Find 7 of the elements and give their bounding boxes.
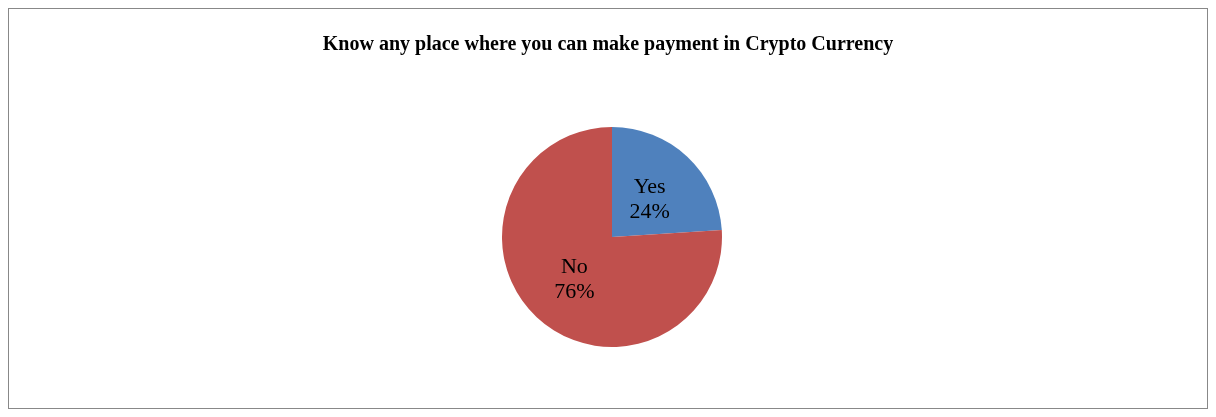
slice-label: No [560,252,588,278]
slice-label: Yes [633,172,666,198]
pie-slice [612,127,722,237]
chart-title: Know any place where you can make payment in Crypto Currency [322,32,894,55]
data-label: 76% [554,277,595,303]
data-label: 24% [629,197,670,223]
pie-slice [502,127,722,347]
